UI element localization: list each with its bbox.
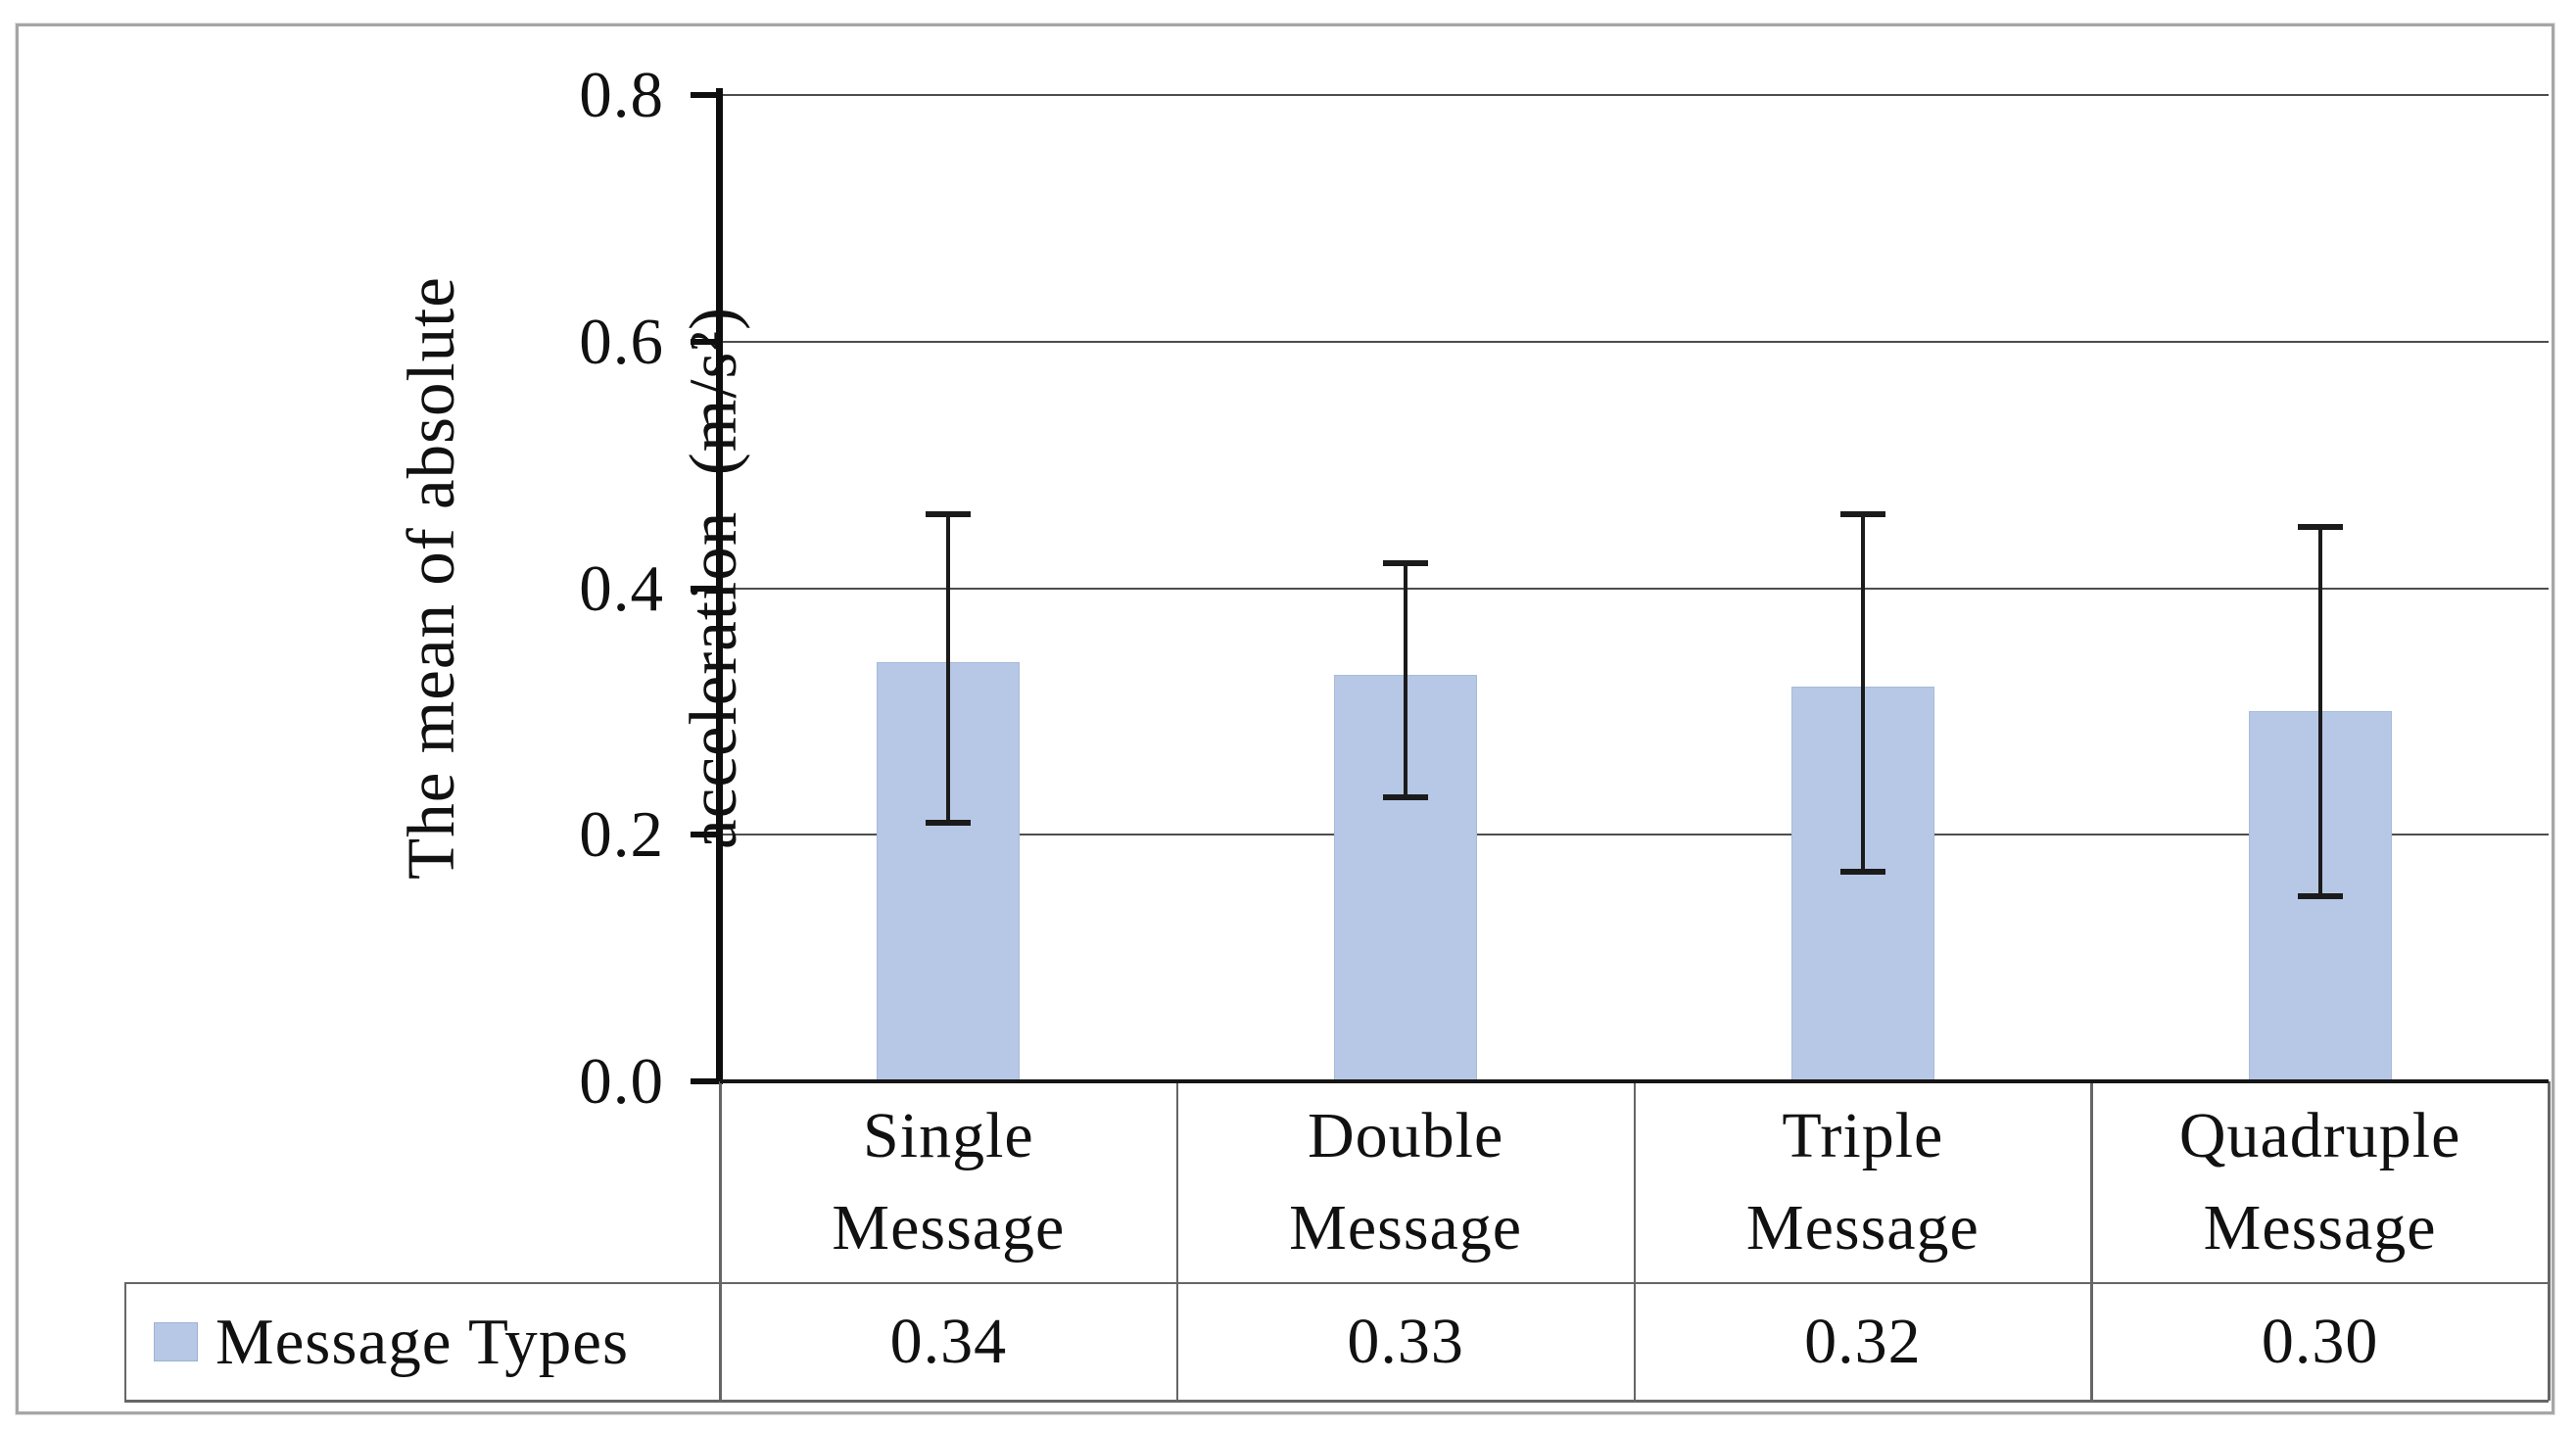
error-bar-cap-top xyxy=(1383,560,1429,567)
y-axis-tick-label: 0.2 xyxy=(579,798,664,872)
category-label-line1: Single xyxy=(863,1100,1034,1171)
y-axis-title-line2: acceleration (m/s²) xyxy=(676,306,750,850)
value-cell: 0.32 xyxy=(1804,1306,1922,1377)
y-axis-tick xyxy=(691,338,723,345)
category-label-line2: Message xyxy=(2203,1192,2437,1264)
error-bar-cap-bottom xyxy=(1383,794,1429,801)
category-cell: Quadruple Message xyxy=(2091,1081,2549,1283)
error-bar-cap-top xyxy=(2297,523,2343,530)
y-axis-line xyxy=(716,88,723,1081)
error-bar-cap-bottom xyxy=(926,819,972,826)
table-column-border xyxy=(719,1081,722,1401)
error-bar-line xyxy=(946,513,951,823)
error-bar-cap-bottom xyxy=(1839,869,1885,875)
y-axis-tick xyxy=(691,92,723,98)
category-label-line1: Quadruple xyxy=(2178,1100,2461,1171)
y-axis-tick-label: 0.4 xyxy=(579,551,664,625)
category-label-line2: Message xyxy=(1289,1192,1523,1264)
error-bar-cap-top xyxy=(926,510,972,517)
y-axis-tick xyxy=(691,585,723,592)
y-axis-title-line1: The mean of absolute xyxy=(394,276,468,880)
gridline xyxy=(720,834,2549,836)
table-column-border xyxy=(1175,1081,1179,1401)
legend-swatch-icon xyxy=(154,1322,198,1361)
legend-cell: Message Types xyxy=(124,1283,720,1401)
error-bar-cap-top xyxy=(1839,510,1885,517)
category-label-line1: Double xyxy=(1307,1100,1504,1171)
y-axis-tick xyxy=(691,1078,723,1084)
error-bar-line xyxy=(1404,563,1408,798)
error-bar-line xyxy=(2317,526,2322,897)
y-axis-title: The mean of absolute acceleration (m/s²) xyxy=(196,137,750,1019)
x-axis-baseline xyxy=(720,1079,2549,1083)
y-axis-tick xyxy=(691,832,723,838)
y-axis-tick-label: 0.8 xyxy=(579,59,664,131)
table-left-border xyxy=(124,1283,126,1401)
y-axis-tick-label: 0.6 xyxy=(579,305,664,378)
table-row-divider xyxy=(124,1282,2549,1284)
category-label-line2: Message xyxy=(832,1192,1066,1264)
gridline xyxy=(720,94,2549,96)
table-column-border xyxy=(1633,1081,1636,1401)
legend-label: Message Types xyxy=(215,1305,630,1378)
gridline xyxy=(720,587,2549,590)
category-label-line2: Message xyxy=(1745,1192,1980,1264)
table-column-border xyxy=(2548,1081,2551,1401)
category-label-line1: Triple xyxy=(1782,1100,1944,1171)
category-cell: Double Message xyxy=(1177,1081,1635,1283)
table-bottom-border xyxy=(124,1400,2549,1403)
y-axis-tick-label: 0.0 xyxy=(579,1045,664,1118)
gridline xyxy=(720,340,2549,343)
value-cell: 0.34 xyxy=(889,1306,1008,1377)
figure-border xyxy=(16,24,2554,1414)
value-cell: 0.33 xyxy=(1347,1306,1464,1377)
error-bar-line xyxy=(1860,513,1865,872)
value-cell: 0.30 xyxy=(2261,1306,2379,1377)
table-column-border xyxy=(2090,1081,2093,1401)
category-cell: Triple Message xyxy=(1635,1081,2092,1283)
error-bar-cap-bottom xyxy=(2297,893,2343,900)
category-cell: Single Message xyxy=(720,1081,1177,1283)
